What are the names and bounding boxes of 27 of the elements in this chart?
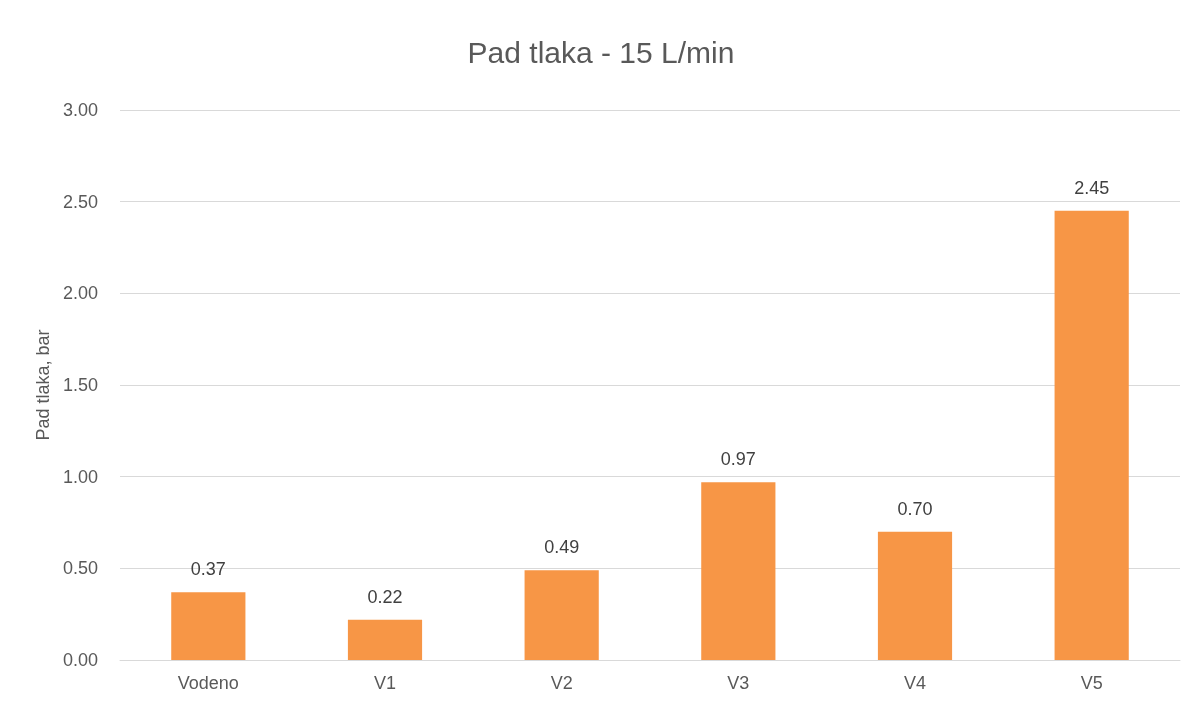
bar	[347, 619, 423, 660]
data-label: 0.70	[897, 498, 933, 519]
y-tick-label: 3.00	[62, 100, 98, 120]
x-tick-label: V4	[903, 673, 927, 693]
data-label: 0.22	[367, 586, 403, 607]
y-tick-label: 2.00	[62, 283, 98, 304]
x-tick-label: V5	[1080, 673, 1103, 693]
bar	[524, 570, 599, 660]
data-label: 0.37	[190, 559, 226, 580]
y-tick-label: 1.50	[62, 375, 98, 395]
chart-title: Pad tlaka - 15 L/min	[467, 35, 735, 69]
x-tick-label: V3	[727, 673, 750, 693]
bar	[877, 531, 953, 660]
bar	[171, 592, 246, 660]
bar	[701, 482, 776, 660]
y-tick-label: 0.00	[62, 650, 98, 670]
y-tick-label: 2.50	[62, 191, 98, 212]
x-tick-label: V1	[373, 673, 397, 693]
y-tick-label: 1.00	[62, 466, 98, 487]
x-tick-label: Vodeno	[177, 673, 239, 693]
y-tick-label: 0.50	[62, 558, 98, 579]
data-label: 0.97	[720, 449, 756, 470]
bar	[1054, 210, 1129, 660]
data-label: 0.49	[544, 537, 580, 558]
x-tick-label: V2	[550, 673, 573, 693]
y-axis-title: Pad tlaka, bar	[33, 329, 54, 441]
data-label: 2.45	[1074, 177, 1110, 198]
